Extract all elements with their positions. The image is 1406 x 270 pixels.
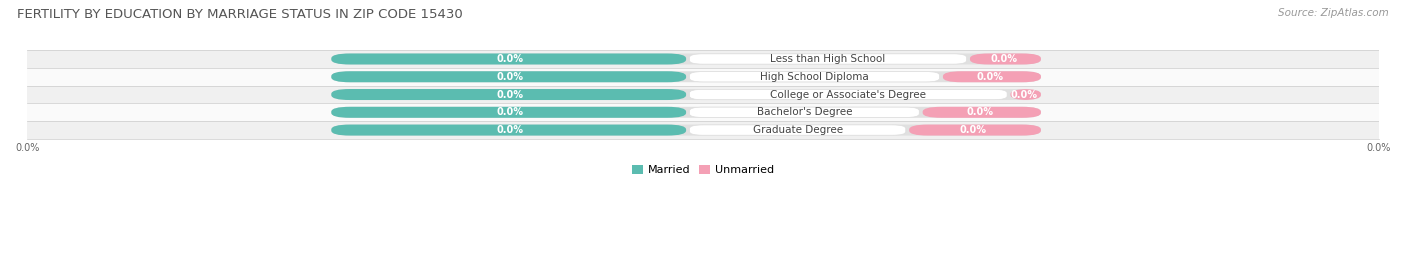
- FancyBboxPatch shape: [910, 124, 1040, 136]
- Text: 0.0%: 0.0%: [496, 107, 524, 117]
- FancyBboxPatch shape: [332, 107, 686, 118]
- FancyBboxPatch shape: [332, 89, 1040, 100]
- Bar: [27, 68, 1379, 86]
- FancyBboxPatch shape: [970, 53, 1040, 65]
- Text: FERTILITY BY EDUCATION BY MARRIAGE STATUS IN ZIP CODE 15430: FERTILITY BY EDUCATION BY MARRIAGE STATU…: [17, 8, 463, 21]
- Text: 0.0%: 0.0%: [496, 54, 524, 64]
- Bar: [27, 50, 1379, 68]
- Text: Less than High School: Less than High School: [770, 54, 886, 64]
- FancyBboxPatch shape: [922, 107, 1040, 118]
- FancyBboxPatch shape: [332, 124, 1040, 136]
- Legend: Married, Unmarried: Married, Unmarried: [627, 160, 779, 180]
- FancyBboxPatch shape: [689, 107, 920, 117]
- Text: Bachelor's Degree: Bachelor's Degree: [756, 107, 852, 117]
- FancyBboxPatch shape: [332, 124, 686, 136]
- Bar: [27, 86, 1379, 103]
- Text: Source: ZipAtlas.com: Source: ZipAtlas.com: [1278, 8, 1389, 18]
- Text: 0.0%: 0.0%: [496, 90, 524, 100]
- FancyBboxPatch shape: [689, 54, 966, 64]
- FancyBboxPatch shape: [332, 89, 686, 100]
- FancyBboxPatch shape: [332, 53, 1040, 65]
- Text: 0.0%: 0.0%: [496, 72, 524, 82]
- Text: High School Diploma: High School Diploma: [761, 72, 869, 82]
- FancyBboxPatch shape: [332, 107, 1040, 118]
- Text: 0.0%: 0.0%: [496, 125, 524, 135]
- Text: 0.0%: 0.0%: [1011, 90, 1038, 100]
- FancyBboxPatch shape: [332, 71, 686, 82]
- Text: 0.0%: 0.0%: [966, 107, 994, 117]
- FancyBboxPatch shape: [332, 71, 1040, 82]
- Text: 0.0%: 0.0%: [960, 125, 987, 135]
- FancyBboxPatch shape: [943, 71, 1040, 82]
- FancyBboxPatch shape: [689, 125, 905, 135]
- FancyBboxPatch shape: [1011, 89, 1040, 100]
- Text: Graduate Degree: Graduate Degree: [752, 125, 842, 135]
- Bar: [27, 103, 1379, 121]
- Bar: [27, 121, 1379, 139]
- Text: College or Associate's Degree: College or Associate's Degree: [770, 90, 927, 100]
- FancyBboxPatch shape: [332, 53, 686, 65]
- FancyBboxPatch shape: [689, 89, 1007, 100]
- Text: 0.0%: 0.0%: [990, 54, 1017, 64]
- Text: 0.0%: 0.0%: [977, 72, 1004, 82]
- FancyBboxPatch shape: [689, 72, 939, 82]
